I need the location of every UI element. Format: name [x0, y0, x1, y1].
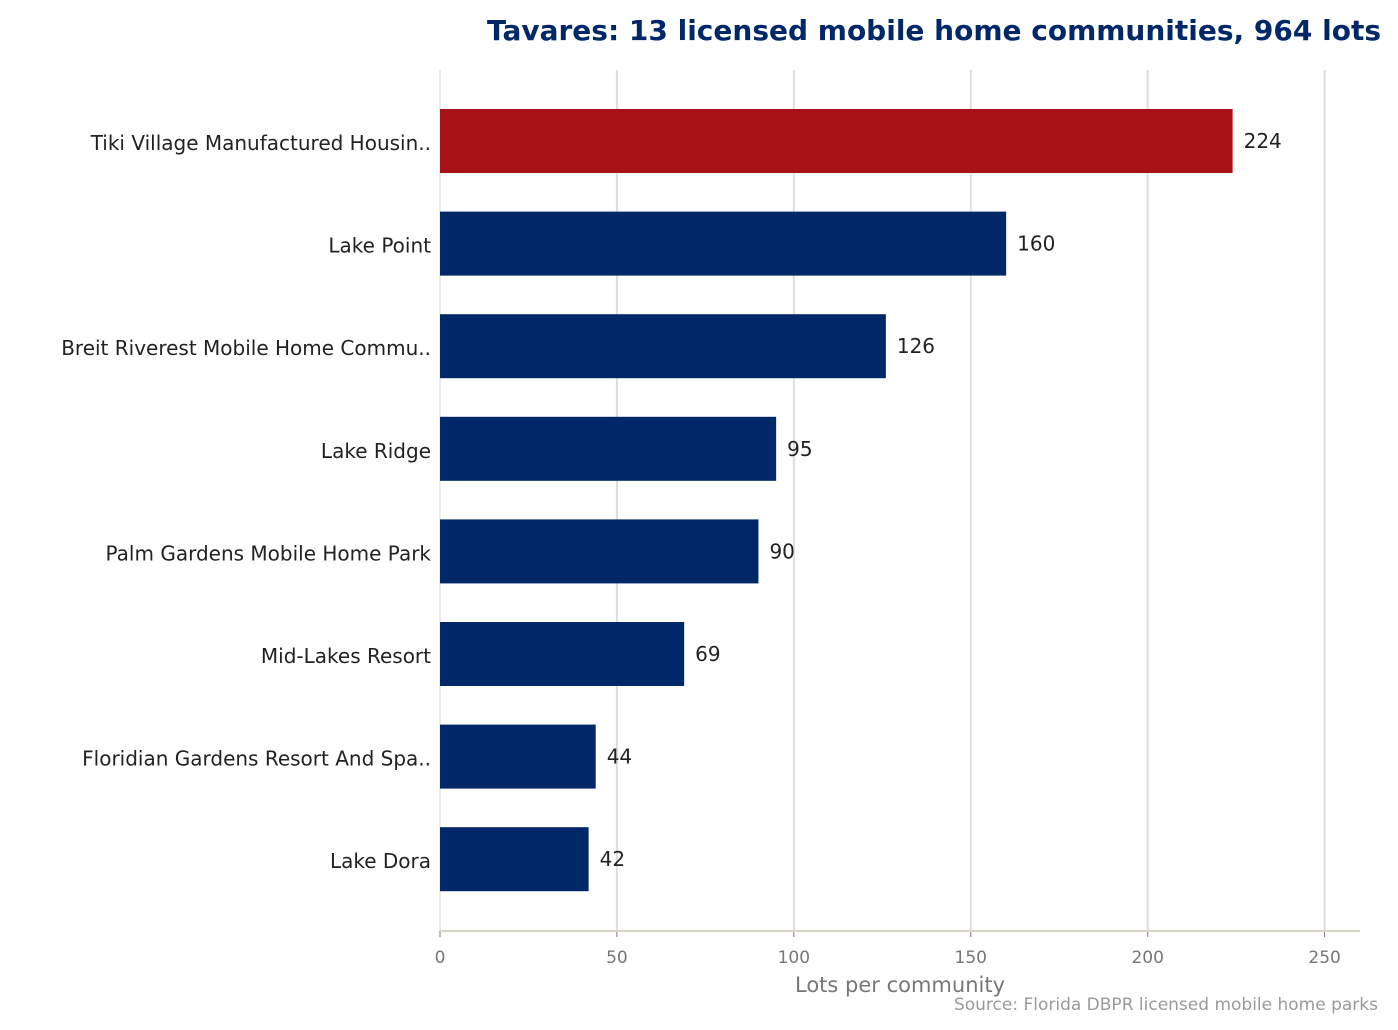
value-label: 160: [1017, 232, 1055, 256]
value-label: 42: [600, 847, 625, 871]
bar: [440, 416, 777, 481]
x-tick-label: 100: [778, 948, 810, 968]
value-label: 95: [787, 437, 812, 461]
category-label: Lake Point: [328, 234, 431, 258]
bar: [440, 109, 1233, 173]
x-axis: 0 50 100 150 200 250: [435, 930, 1360, 968]
gridlines: [439, 70, 1326, 931]
value-label: 69: [695, 642, 720, 666]
value-label: 224: [1244, 129, 1282, 153]
category-label: Lake Dora: [330, 849, 431, 873]
bar: [440, 211, 1007, 276]
category-label: Mid-Lakes Resort: [261, 644, 431, 668]
category-label: Palm Gardens Mobile Home Park: [106, 541, 432, 565]
bar: [440, 622, 685, 686]
category-label: Floridian Gardens Resort And Spa..: [82, 747, 431, 771]
x-tick-label: 0: [435, 948, 446, 968]
chart-title: Tavares: 13 licensed mobile home communi…: [487, 14, 1381, 47]
value-label: 126: [897, 334, 935, 358]
bar: [440, 724, 596, 789]
category-label: Lake Ridge: [321, 439, 431, 463]
value-label: 44: [607, 745, 632, 769]
bar: [440, 519, 759, 584]
bar: [440, 827, 589, 892]
value-label: 90: [769, 539, 794, 563]
x-tick-label: 50: [606, 948, 628, 968]
category-label: Breit Riverest Mobile Home Commu..: [61, 336, 431, 360]
x-tick-label: 200: [1131, 948, 1163, 968]
bar: [440, 314, 886, 379]
x-axis-title: Lots per community: [795, 973, 1005, 997]
x-tick-label: 150: [955, 948, 987, 968]
source-note: Source: Florida DBPR licensed mobile hom…: [954, 995, 1378, 1015]
bars: Tiki Village Manufactured Housin.. 224 Lak…: [61, 109, 1282, 892]
x-tick-label: 250: [1308, 948, 1340, 968]
category-label: Tiki Village Manufactured Housin..: [90, 131, 431, 155]
